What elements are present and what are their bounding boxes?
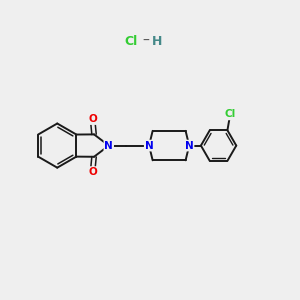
Text: –: – (142, 34, 149, 47)
Text: N: N (104, 141, 113, 151)
Text: O: O (88, 167, 97, 177)
Text: H: H (152, 34, 163, 48)
Text: N: N (145, 141, 154, 151)
Text: O: O (88, 114, 97, 124)
Text: Cl: Cl (124, 34, 137, 48)
Text: Cl: Cl (224, 110, 236, 119)
Text: N: N (185, 141, 194, 151)
